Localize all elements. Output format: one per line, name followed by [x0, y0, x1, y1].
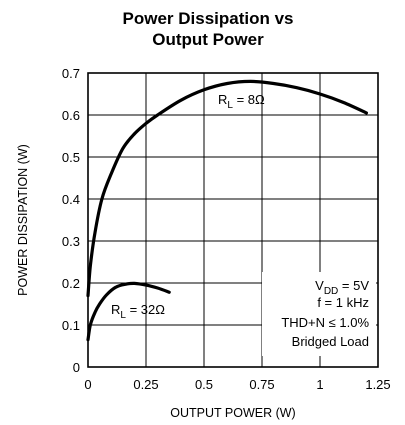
chart-title-line-1: Power Dissipation vs: [123, 9, 294, 28]
y-tick-label: 0.6: [62, 108, 80, 123]
series-label-32-ohm-r: R: [111, 302, 120, 317]
x-tick-label: 1: [316, 377, 323, 392]
y-tick-label: 0.5: [62, 150, 80, 165]
series-curves: [86, 79, 368, 342]
chart-title-line-2: Output Power: [152, 30, 264, 49]
annotation-vdd-v: V: [315, 278, 324, 293]
y-axis-label: POWER DISSIPATION (W): [16, 144, 30, 296]
series-label-32-ohm-value: = 32Ω: [126, 302, 165, 317]
series-curve-32-ohm: [86, 281, 171, 342]
annotation-vdd-sub: DD: [324, 286, 338, 297]
plot-frame: [87, 72, 379, 368]
y-tick-label: 0: [73, 360, 80, 375]
series-label-8-ohm-sub: L: [227, 100, 233, 111]
x-tick-label: 0.5: [195, 377, 213, 392]
x-axis-label: OUTPUT POWER (W): [170, 406, 295, 420]
annotation-frequency: f = 1 kHz: [317, 295, 369, 310]
y-tick-label: 0.3: [62, 234, 80, 249]
y-tick-label: 0.1: [62, 318, 80, 333]
series-label-8-ohm-r: R: [218, 92, 227, 107]
series-label-8-ohm-value: = 8Ω: [233, 92, 265, 107]
x-axis-ticks: 0 0.25 0.5 0.75 1 1.25: [84, 377, 390, 392]
x-tick-label: 1.25: [365, 377, 390, 392]
y-axis-ticks: 0 0.1 0.2 0.3 0.4 0.5 0.6 0.7: [62, 66, 80, 375]
annotation-thd: THD+N ≤ 1.0%: [281, 315, 369, 330]
x-tick-label: 0.75: [249, 377, 274, 392]
annotation-vdd-value: = 5V: [338, 278, 369, 293]
annotation-load: Bridged Load: [292, 334, 369, 349]
y-tick-label: 0.7: [62, 66, 80, 81]
x-tick-label: 0: [84, 377, 91, 392]
series-label-32-ohm-sub: L: [120, 310, 126, 321]
series-label-32-ohm: RL = 32Ω: [111, 302, 165, 321]
series-label-8-ohm: RL = 8Ω: [218, 92, 265, 111]
y-tick-label: 0.4: [62, 192, 80, 207]
series-curve-8-ohm: [86, 79, 368, 298]
y-tick-label: 0.2: [62, 276, 80, 291]
annotation-vdd: VDD = 5V: [315, 278, 369, 297]
annotation-mask: [262, 272, 376, 356]
x-tick-label: 0.25: [133, 377, 158, 392]
